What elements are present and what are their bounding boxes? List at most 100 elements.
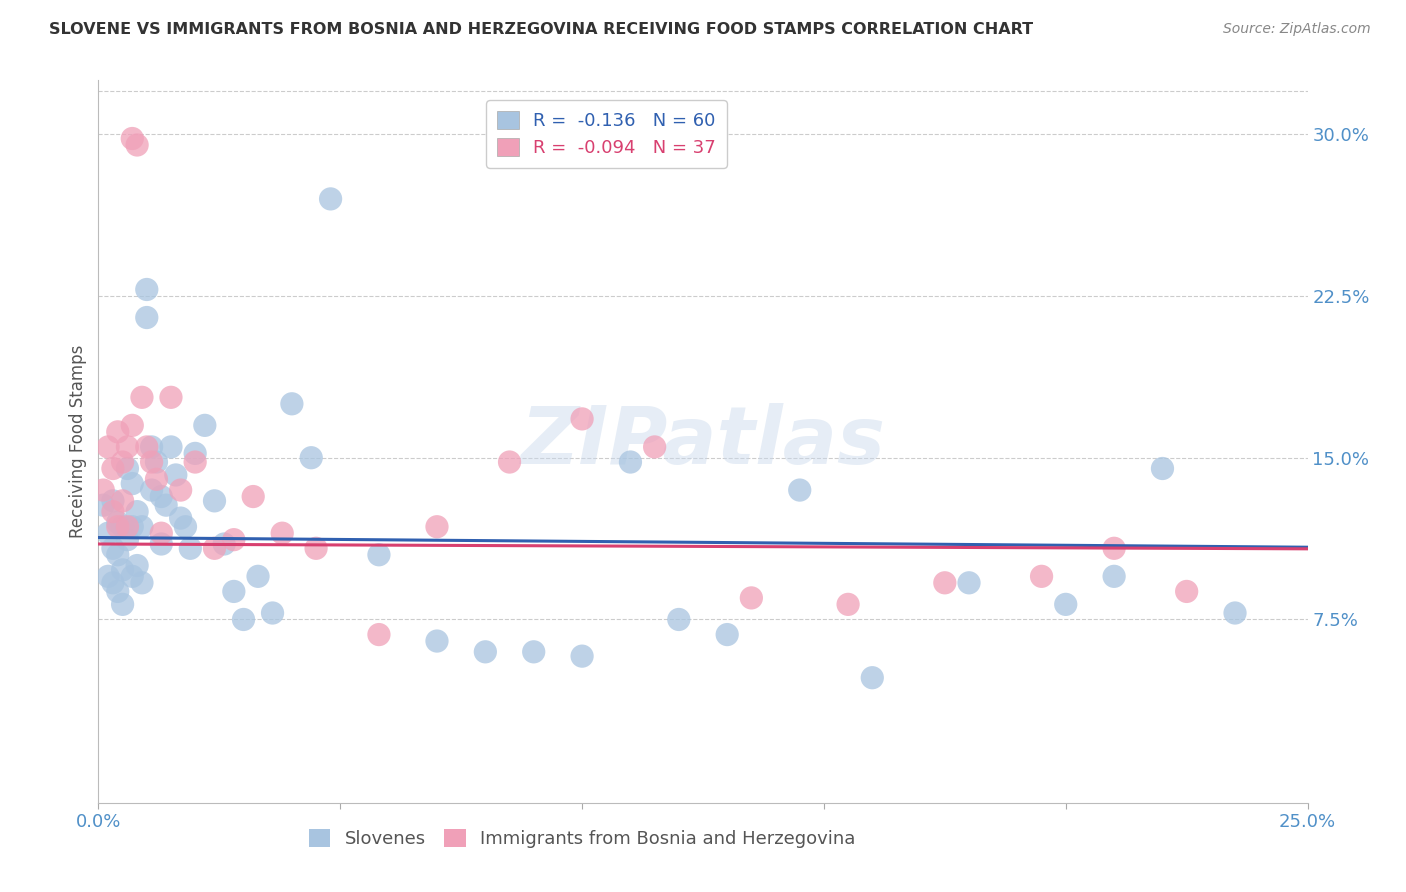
Point — [319, 192, 342, 206]
Point — [1102, 541, 1125, 556]
Point — [1223, 606, 1246, 620]
Point — [957, 575, 980, 590]
Point — [111, 455, 134, 469]
Point — [498, 455, 520, 469]
Point — [145, 455, 167, 469]
Point — [194, 418, 217, 433]
Point — [1152, 461, 1174, 475]
Point — [426, 634, 449, 648]
Point — [97, 526, 120, 541]
Point — [184, 446, 207, 460]
Point — [523, 645, 546, 659]
Point — [97, 569, 120, 583]
Point — [368, 548, 391, 562]
Point — [101, 541, 124, 556]
Point — [174, 520, 197, 534]
Point — [305, 541, 328, 556]
Point — [91, 498, 114, 512]
Point — [127, 505, 149, 519]
Legend: Slovenes, Immigrants from Bosnia and Herzegovina: Slovenes, Immigrants from Bosnia and Her… — [309, 829, 855, 848]
Point — [141, 483, 163, 497]
Point — [212, 537, 235, 551]
Point — [222, 584, 245, 599]
Point — [111, 520, 134, 534]
Point — [131, 520, 153, 534]
Point — [204, 493, 226, 508]
Point — [740, 591, 762, 605]
Point — [91, 483, 114, 497]
Point — [150, 537, 173, 551]
Point — [121, 569, 143, 583]
Text: Source: ZipAtlas.com: Source: ZipAtlas.com — [1223, 22, 1371, 37]
Point — [101, 493, 124, 508]
Point — [789, 483, 811, 497]
Point — [837, 598, 859, 612]
Point — [368, 627, 391, 641]
Point — [169, 483, 191, 497]
Point — [111, 598, 134, 612]
Point — [121, 476, 143, 491]
Point — [934, 575, 956, 590]
Point — [1102, 569, 1125, 583]
Point — [145, 472, 167, 486]
Point — [107, 584, 129, 599]
Point — [281, 397, 304, 411]
Point — [101, 461, 124, 475]
Point — [107, 516, 129, 530]
Point — [127, 558, 149, 573]
Point — [97, 440, 120, 454]
Text: ZIPatlas: ZIPatlas — [520, 402, 886, 481]
Point — [860, 671, 883, 685]
Point — [111, 563, 134, 577]
Point — [644, 440, 666, 454]
Point — [184, 455, 207, 469]
Point — [155, 498, 177, 512]
Point — [150, 490, 173, 504]
Point — [131, 390, 153, 404]
Point — [135, 283, 157, 297]
Point — [117, 533, 139, 547]
Point — [165, 467, 187, 482]
Point — [716, 627, 738, 641]
Point — [668, 612, 690, 626]
Point — [101, 505, 124, 519]
Point — [111, 493, 134, 508]
Point — [101, 575, 124, 590]
Point — [121, 418, 143, 433]
Point — [619, 455, 641, 469]
Point — [426, 520, 449, 534]
Point — [107, 520, 129, 534]
Point — [179, 541, 201, 556]
Point — [204, 541, 226, 556]
Point — [1054, 598, 1077, 612]
Point — [160, 390, 183, 404]
Point — [121, 520, 143, 534]
Point — [141, 440, 163, 454]
Point — [117, 520, 139, 534]
Point — [117, 461, 139, 475]
Point — [299, 450, 322, 465]
Point — [150, 526, 173, 541]
Point — [131, 575, 153, 590]
Point — [107, 425, 129, 439]
Point — [474, 645, 496, 659]
Point — [169, 511, 191, 525]
Point — [135, 310, 157, 325]
Point — [247, 569, 270, 583]
Point — [242, 490, 264, 504]
Point — [571, 649, 593, 664]
Point — [127, 138, 149, 153]
Point — [117, 440, 139, 454]
Point — [271, 526, 294, 541]
Point — [107, 548, 129, 562]
Point — [121, 131, 143, 145]
Y-axis label: Receiving Food Stamps: Receiving Food Stamps — [69, 345, 87, 538]
Point — [1175, 584, 1198, 599]
Point — [141, 455, 163, 469]
Point — [222, 533, 245, 547]
Point — [232, 612, 254, 626]
Point — [571, 412, 593, 426]
Point — [135, 440, 157, 454]
Point — [1031, 569, 1053, 583]
Point — [160, 440, 183, 454]
